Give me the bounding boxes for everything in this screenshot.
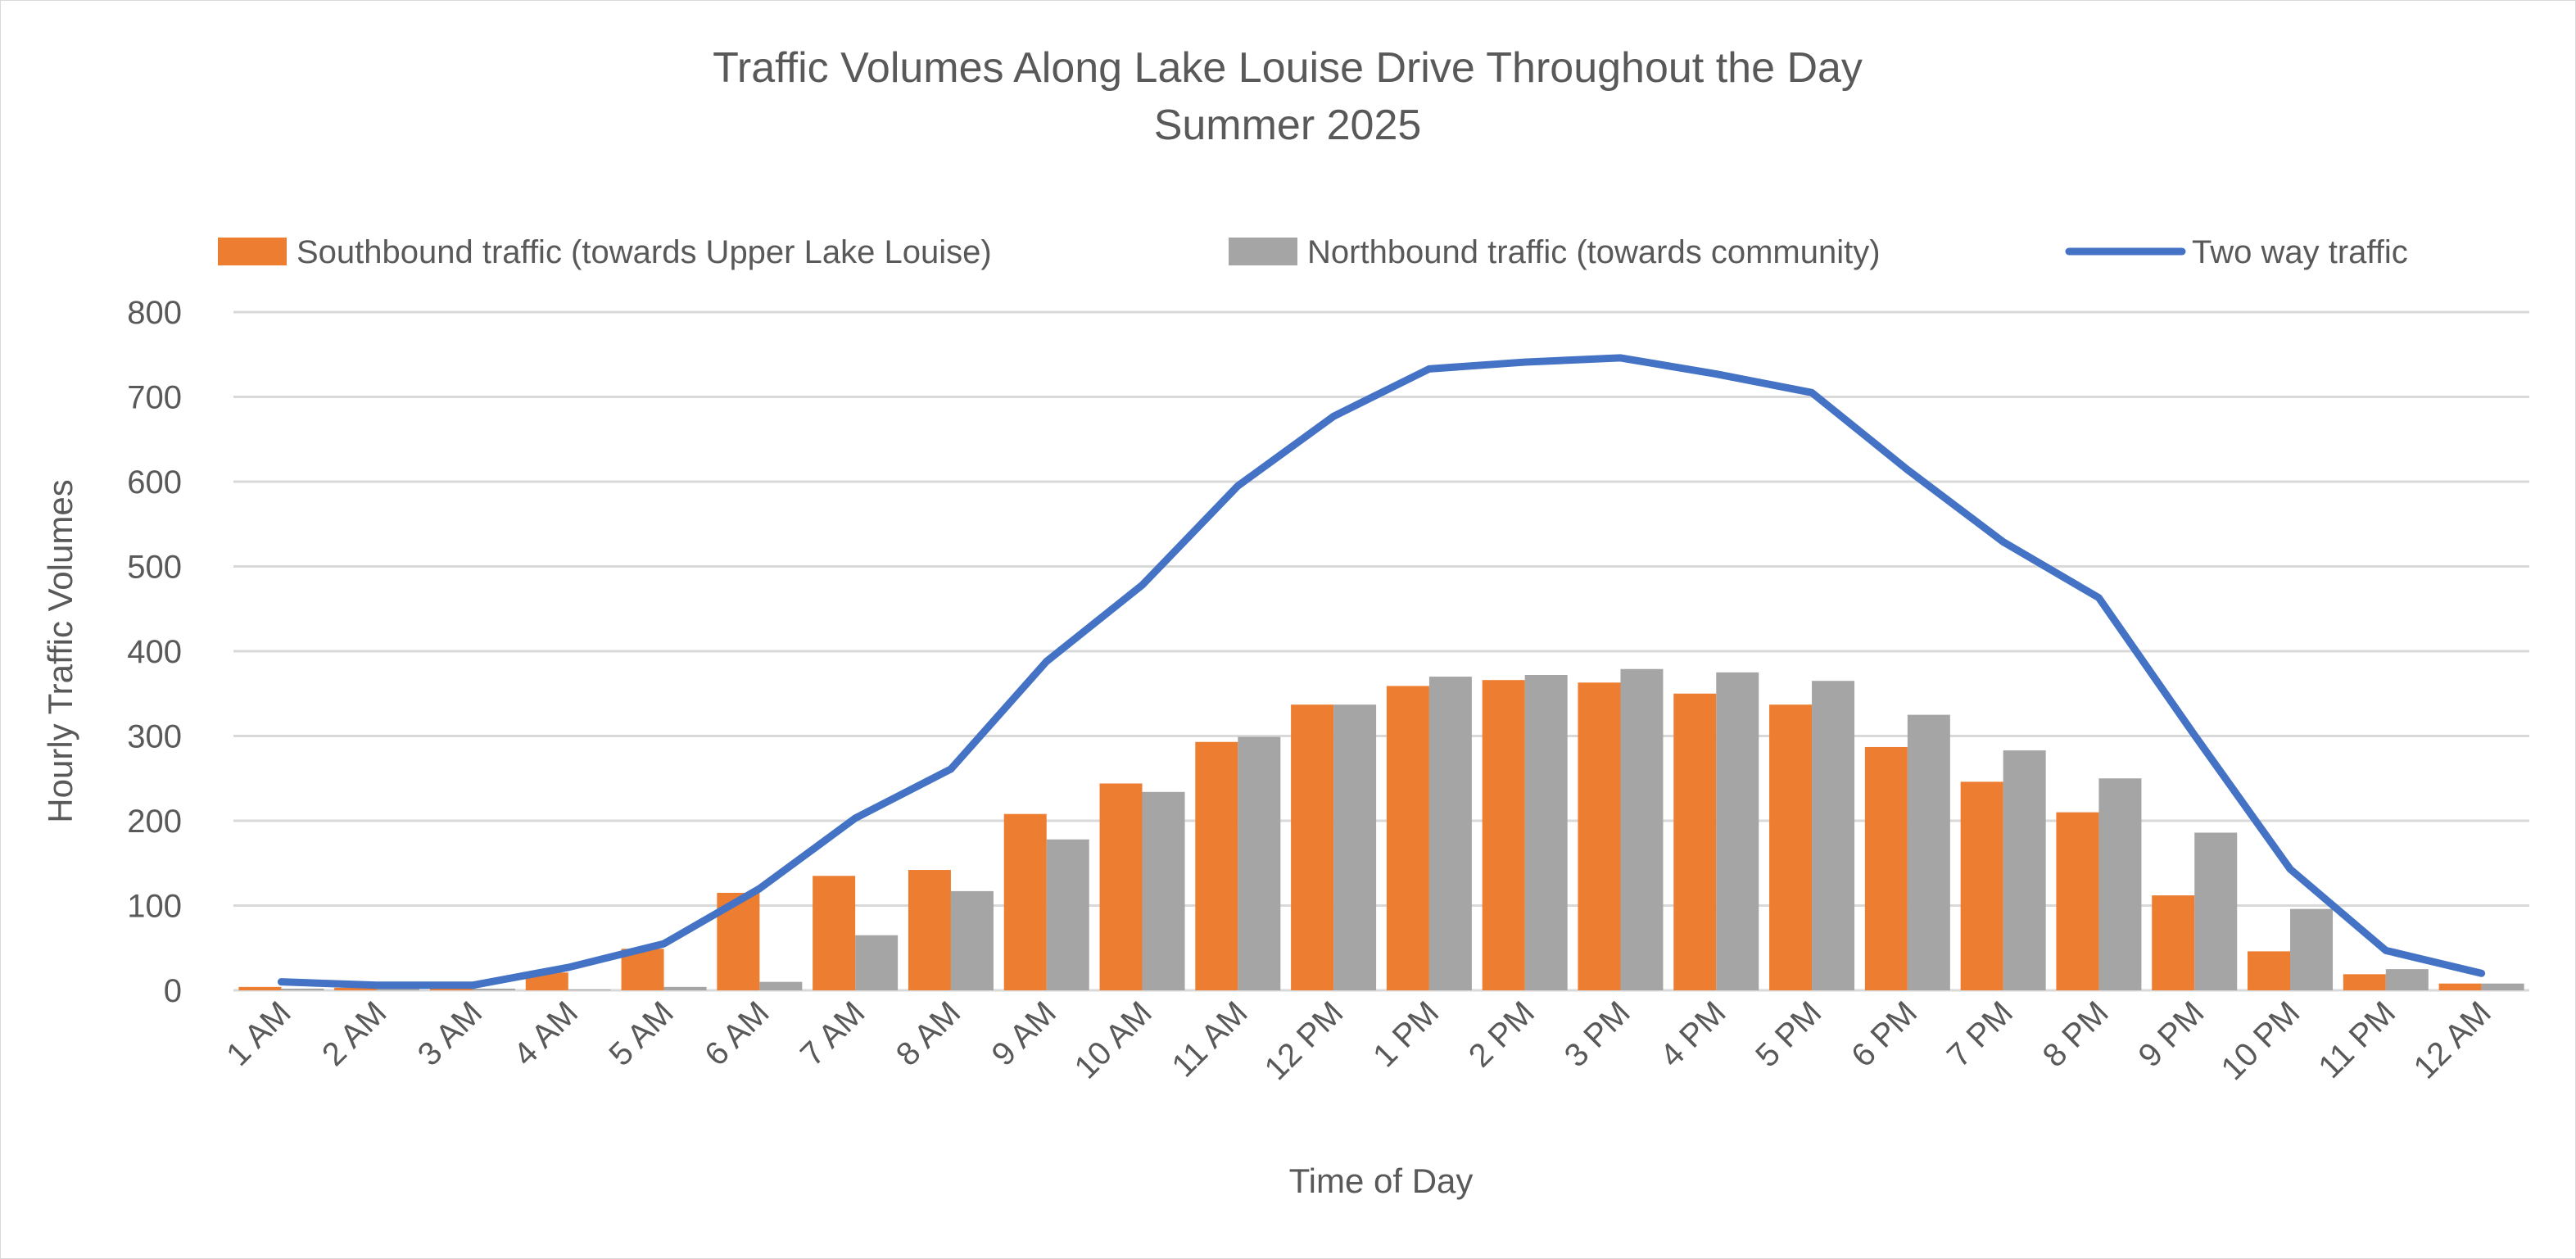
chart-subtitle: Summer 2025 — [1154, 102, 1422, 149]
x-tick-label: 4 PM — [1654, 994, 1733, 1074]
x-axis-title: Time of Day — [1289, 1162, 1474, 1200]
bar-northbound — [1716, 672, 1759, 990]
x-tick-label: 5 PM — [1749, 994, 1828, 1074]
x-tick-label: 11 PM — [2311, 994, 2402, 1085]
bar-southbound — [2438, 983, 2482, 990]
bar-northbound — [1333, 704, 1377, 990]
bar-northbound — [2003, 750, 2046, 990]
x-tick-label: 5 AM — [602, 994, 681, 1073]
legend-label-two-way: Two way traffic — [2192, 234, 2408, 270]
bar-southbound — [2056, 812, 2099, 990]
x-tick-label: 11 AM — [1165, 994, 1254, 1084]
bar-southbound — [2248, 951, 2291, 990]
y-tick-label: 0 — [164, 973, 182, 1009]
x-tick-label: 9 PM — [2131, 994, 2211, 1074]
bar-southbound — [813, 876, 856, 990]
y-tick-label: 600 — [127, 464, 182, 500]
y-tick-label: 500 — [127, 550, 182, 586]
bar-northbound — [1046, 839, 1089, 990]
x-tick-label: 8 AM — [890, 994, 968, 1073]
x-tick-label: 8 PM — [2036, 994, 2116, 1074]
two-way-traffic-line — [277, 354, 2486, 990]
bars — [238, 668, 2524, 990]
bar-northbound — [377, 988, 420, 990]
bar-northbound — [2194, 832, 2238, 990]
bar-southbound — [1291, 704, 1334, 990]
legend: Southbound traffic (towards Upper Lake L… — [218, 234, 2408, 270]
x-tick-label: 1 AM — [220, 994, 298, 1073]
bar-southbound — [1482, 680, 1525, 990]
legend-swatch-southbound — [218, 238, 287, 265]
bar-northbound — [1812, 681, 1855, 990]
y-tick-label: 100 — [127, 889, 182, 925]
legend-swatch-northbound — [1229, 238, 1297, 265]
chart-title: Traffic Volumes Along Lake Louise Drive … — [713, 44, 1863, 92]
y-tick-label: 300 — [127, 719, 182, 755]
legend-label-northbound: Northbound traffic (towards community) — [1307, 234, 1881, 270]
bar-southbound — [1960, 781, 2003, 990]
bar-southbound — [334, 987, 378, 990]
legend-label-southbound: Southbound traffic (towards Upper Lake L… — [297, 234, 992, 270]
y-tick-label: 400 — [127, 634, 182, 670]
bar-southbound — [1864, 746, 1908, 990]
two-way-line — [277, 354, 2486, 990]
x-axis-ticks: 1 AM 2 AM 3 AM 4 AM 5 AM 6 AM 7 AM 8 AM 9 AM 10 A… — [220, 994, 2498, 1087]
bar-southbound — [1099, 783, 1143, 990]
bar-northbound — [1238, 736, 1281, 990]
x-tick-label: 2 PM — [1462, 994, 1542, 1074]
bar-southbound — [2152, 895, 2195, 990]
bar-northbound — [1907, 714, 1950, 990]
x-tick-label: 9 AM — [985, 994, 1064, 1073]
y-axis-ticks: 0 100 200 300 400 500 600 700 800 — [127, 295, 182, 1009]
bar-northbound — [2098, 778, 2142, 990]
x-tick-label: 6 PM — [1845, 994, 1924, 1074]
bar-northbound — [1142, 791, 1185, 990]
bar-southbound — [1673, 693, 1717, 990]
bar-northbound — [855, 935, 899, 990]
bar-southbound — [1769, 704, 1813, 990]
y-tick-label: 800 — [127, 295, 182, 331]
y-tick-label: 700 — [127, 380, 182, 416]
bar-northbound — [2385, 969, 2429, 990]
bar-northbound — [950, 890, 994, 990]
y-tick-label: 200 — [127, 804, 182, 840]
gridlines — [233, 310, 2529, 992]
x-tick-label: 12 PM — [1258, 994, 1351, 1087]
bar-southbound — [238, 986, 282, 990]
x-tick-label: 2 AM — [315, 994, 394, 1073]
x-tick-label: 7 AM — [794, 994, 872, 1073]
bar-southbound — [908, 870, 951, 990]
bar-northbound — [1524, 674, 1568, 990]
bar-southbound — [429, 987, 473, 990]
x-tick-label: 10 AM — [1068, 994, 1159, 1085]
bar-northbound — [1620, 668, 1664, 990]
y-axis-title: Hourly Traffic Volumes — [41, 479, 79, 822]
bar-northbound — [472, 988, 515, 990]
x-tick-label: 3 PM — [1558, 994, 1637, 1074]
x-tick-label: 4 AM — [507, 994, 586, 1073]
x-tick-label: 7 PM — [1940, 994, 2020, 1074]
bar-northbound — [2481, 983, 2524, 990]
x-tick-label: 12 AM — [2407, 994, 2498, 1085]
bar-northbound — [2290, 908, 2334, 990]
bar-southbound — [1003, 813, 1047, 990]
bar-northbound — [759, 981, 803, 990]
x-tick-label: 10 PM — [2215, 994, 2307, 1087]
bar-northbound — [281, 988, 324, 990]
bar-southbound — [1195, 741, 1238, 990]
bar-northbound — [663, 986, 707, 990]
bar-northbound — [1428, 677, 1472, 990]
bar-southbound — [1386, 686, 1429, 990]
bar-southbound — [1578, 682, 1621, 990]
bar-southbound — [2343, 974, 2386, 990]
x-tick-label: 3 AM — [411, 994, 490, 1073]
x-tick-label: 6 AM — [698, 994, 776, 1073]
x-tick-label: 1 PM — [1366, 994, 1446, 1074]
